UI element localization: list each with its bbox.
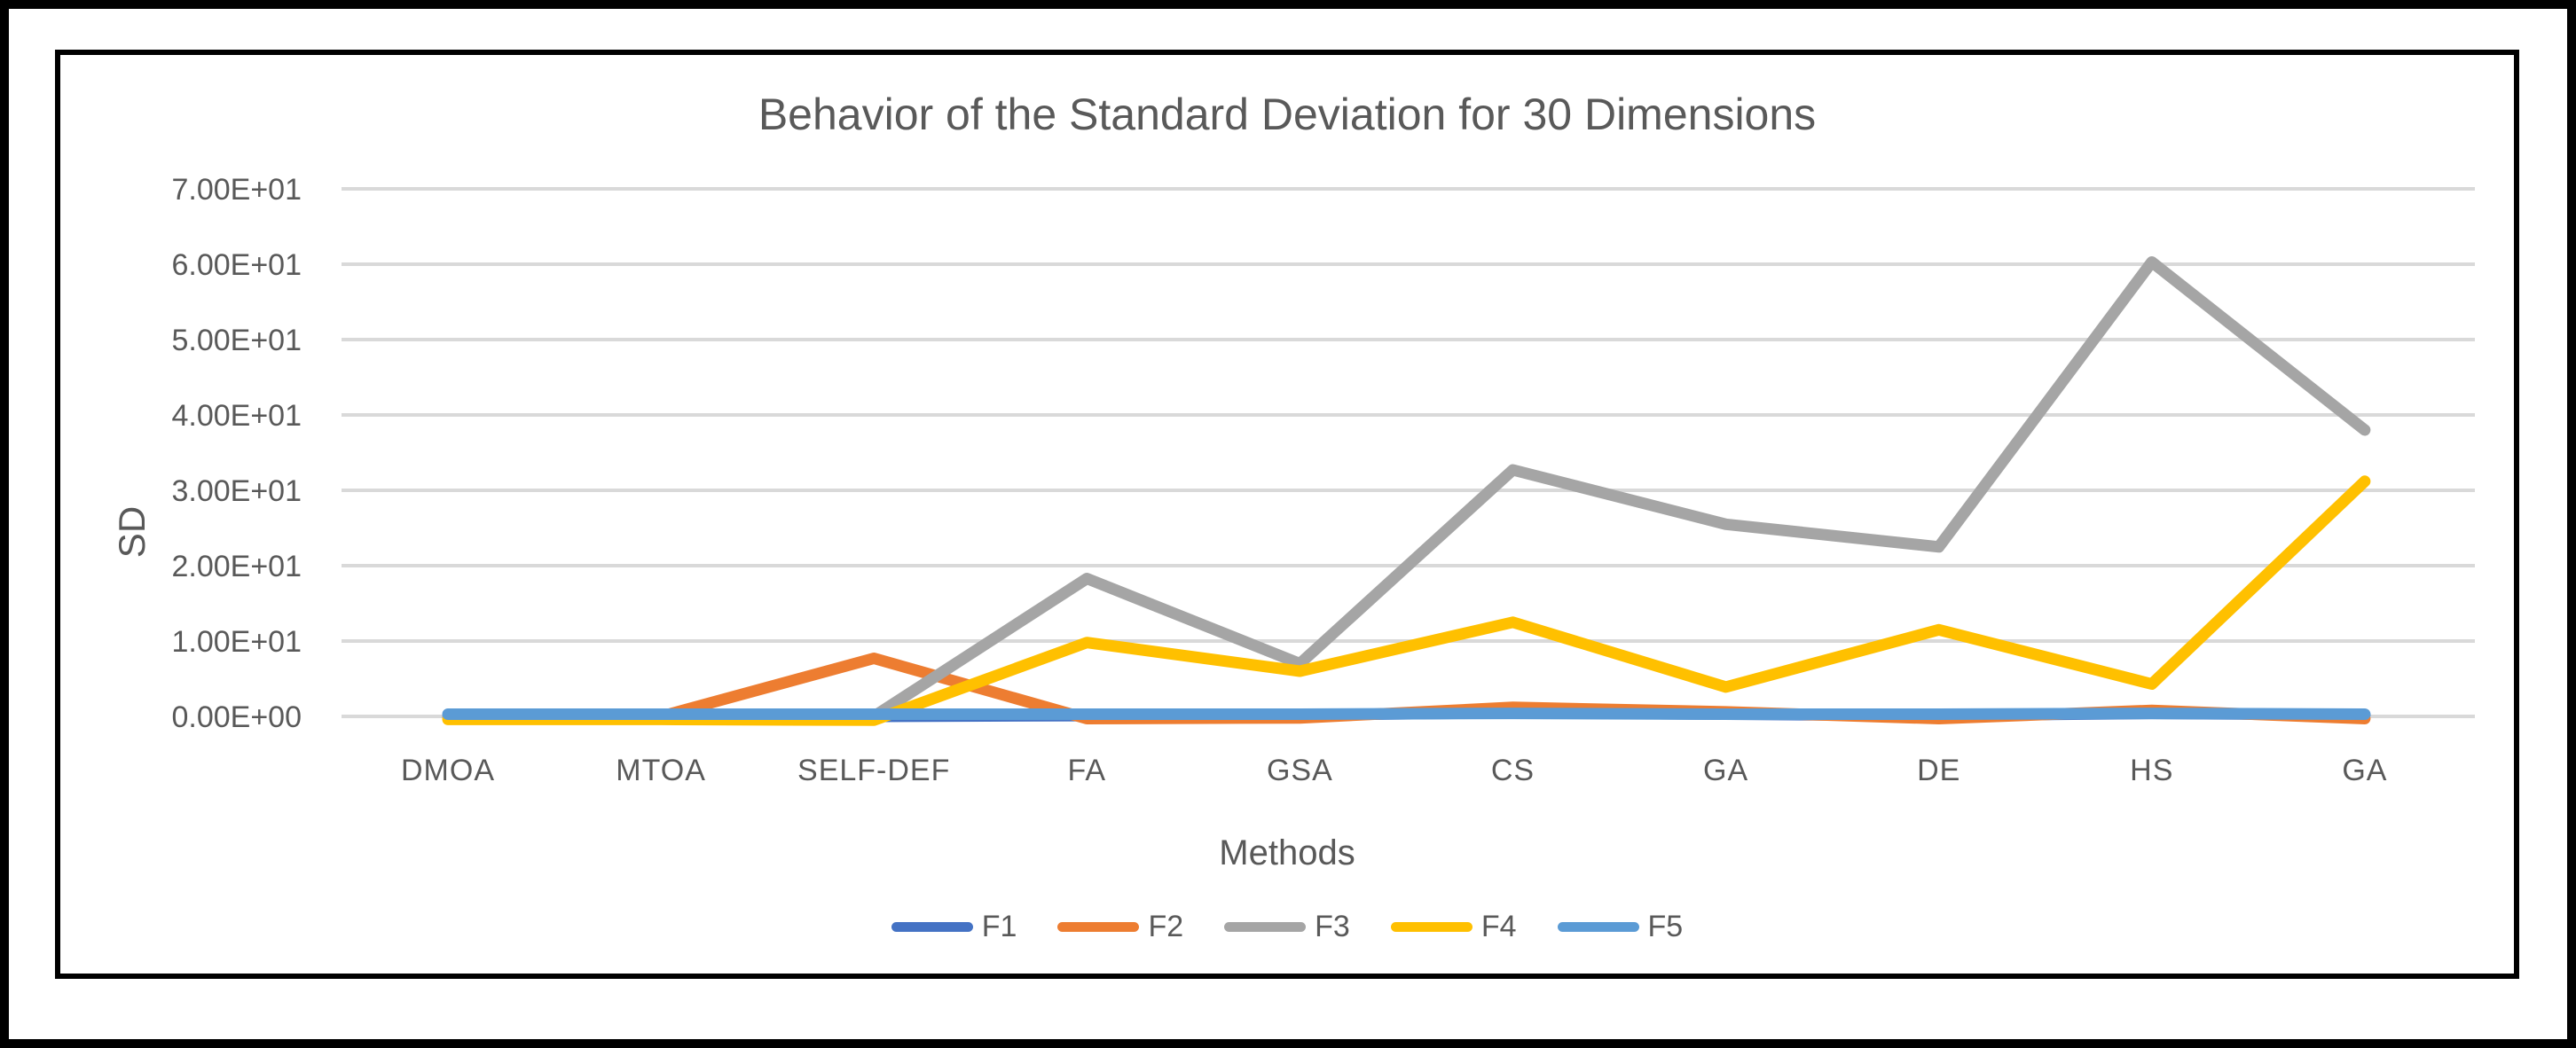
series-line-F5 [442, 708, 2371, 720]
legend-item-F3: F3 [1224, 910, 1350, 944]
legend-swatch-F1 [891, 922, 973, 932]
x-axis-category-label: GA [1703, 754, 1748, 787]
legend-label: F1 [981, 910, 1017, 943]
x-axis-category-label: MTOA [616, 754, 706, 787]
legend-item-F5: F5 [1557, 910, 1684, 944]
y-axis-tick-label: 6.00E+01 [171, 248, 302, 282]
x-axis-category-label: CS [1491, 754, 1535, 787]
y-axis-tick-label: 0.00E+00 [171, 700, 302, 734]
y-axis-tick-label: 5.00E+01 [171, 324, 302, 357]
legend-item-F2: F2 [1057, 910, 1183, 944]
x-axis-category-label: DMOA [401, 754, 495, 787]
legend-label: F3 [1315, 910, 1350, 943]
x-axis-category-label: GA [2342, 754, 2387, 787]
y-axis-tick-label: 1.00E+01 [171, 625, 302, 659]
x-axis-category-label: GSA [1267, 754, 1333, 787]
chart-frame [55, 50, 2519, 979]
x-axis-category-label: FA [1068, 754, 1107, 787]
x-axis-title: Methods [1219, 833, 1355, 872]
y-axis-tick-label: 2.00E+01 [171, 550, 302, 583]
y-axis-tick-label: 7.00E+01 [171, 173, 302, 207]
y-axis-tick-label: 4.00E+01 [171, 399, 302, 433]
legend-swatch-F5 [1557, 922, 1639, 932]
legend-item-F1: F1 [891, 910, 1017, 944]
legend-swatch-F2 [1057, 922, 1140, 932]
x-axis-category-label: SELF-DEF [797, 754, 950, 787]
y-axis-tick-label: 3.00E+01 [171, 474, 302, 508]
legend-label: F4 [1480, 910, 1517, 943]
chart-title: Behavior of the Standard Deviation for 3… [758, 90, 1817, 139]
legend-swatch-F3 [1224, 922, 1307, 932]
legend-label: F2 [1148, 910, 1184, 943]
series-line-F4 [442, 475, 2371, 726]
y-axis-title: SD [111, 506, 153, 558]
x-axis-category-label: DE [1917, 754, 1960, 787]
legend-swatch-F4 [1390, 922, 1473, 932]
legend-item-F4: F4 [1390, 910, 1517, 944]
legend: F1 F2 F3 F4 F5 [55, 910, 2519, 944]
legend-label: F5 [1647, 910, 1684, 943]
x-axis-category-label: HS [2130, 754, 2173, 787]
